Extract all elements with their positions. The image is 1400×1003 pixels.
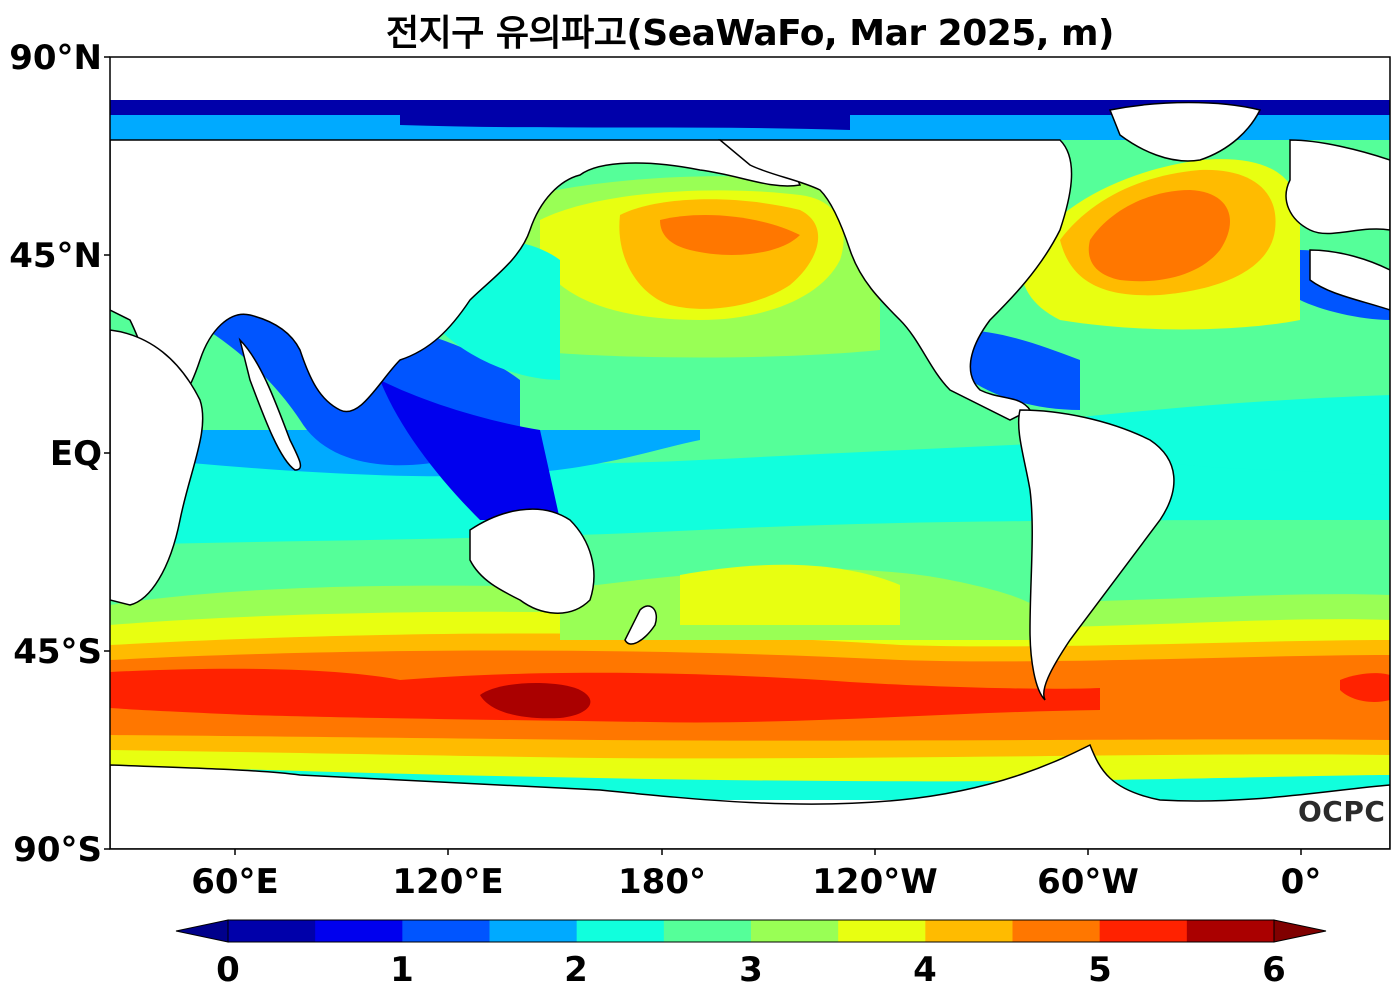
lon-label-0: 0° bbox=[1280, 862, 1322, 902]
lon-label-120w: 120°W bbox=[812, 862, 938, 902]
map-title: 전지구 유의파고(SeaWaFo, Mar 2025, m) bbox=[385, 13, 1115, 54]
lat-label-90s: 90°S bbox=[13, 830, 102, 870]
colorbar-label-2: 2 bbox=[564, 950, 588, 990]
colorbar-segment bbox=[1012, 920, 1101, 942]
lon-label-60w: 60°W bbox=[1037, 862, 1139, 902]
colorbar-segment bbox=[925, 920, 1013, 942]
lat-label-90n: 90°N bbox=[9, 38, 102, 78]
lon-ticks bbox=[234, 849, 1302, 855]
ocpc-logo: OCPC bbox=[1298, 795, 1386, 828]
colorbar bbox=[175, 919, 1327, 943]
colorbar-segment bbox=[1186, 920, 1275, 942]
colorbar-label-4: 4 bbox=[913, 950, 937, 990]
colorbar-segment bbox=[489, 920, 578, 942]
lat-label-eq: EQ bbox=[49, 434, 102, 474]
colorbar-segment bbox=[228, 920, 316, 942]
land-mask bbox=[110, 101, 1390, 849]
lat-label-45n: 45°N bbox=[9, 236, 102, 276]
colorbar-over-arrow bbox=[1273, 919, 1327, 943]
lon-label-120e: 120°E bbox=[392, 862, 504, 902]
lat-ticks bbox=[104, 56, 110, 850]
band-6-peak bbox=[480, 683, 591, 719]
colorbar-label-5: 5 bbox=[1088, 950, 1112, 990]
colorbar-segment bbox=[751, 920, 839, 942]
wave-height-field bbox=[110, 100, 1390, 849]
colorbar-segment bbox=[402, 920, 490, 942]
lon-label-60e: 60°E bbox=[191, 862, 279, 902]
band-5.5-east bbox=[1340, 673, 1390, 702]
colorbar-segment bbox=[315, 920, 403, 942]
colorbar-under-arrow bbox=[175, 919, 229, 943]
colorbar-label-6: 6 bbox=[1262, 950, 1286, 990]
colorbar-segment bbox=[1099, 920, 1188, 942]
band-5.5 bbox=[110, 668, 1100, 723]
colorbar-label-3: 3 bbox=[739, 950, 763, 990]
colorbar-segment bbox=[838, 920, 926, 942]
colorbar-label-0: 0 bbox=[216, 950, 240, 990]
colorbar-segment bbox=[576, 920, 665, 942]
colorbar-label-1: 1 bbox=[390, 950, 414, 990]
lon-label-180: 180° bbox=[618, 862, 706, 902]
colorbar-frame bbox=[227, 919, 1275, 943]
lat-label-45s: 45°S bbox=[13, 632, 102, 672]
colorbar-segment bbox=[663, 920, 752, 942]
